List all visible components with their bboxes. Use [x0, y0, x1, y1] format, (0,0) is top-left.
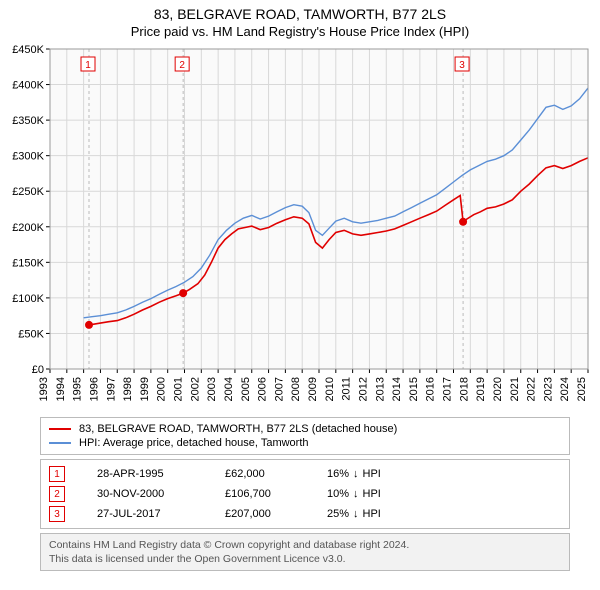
marker-hpi-pct: 25%	[327, 508, 349, 520]
legend-label: HPI: Average price, detached house, Tamw…	[79, 437, 309, 449]
xtick-label: 2001	[173, 377, 185, 401]
sale-point-dot	[179, 289, 187, 297]
xtick-label: 2015	[408, 377, 420, 401]
xtick-label: 2014	[391, 377, 403, 401]
arrow-down-icon: ↓	[353, 488, 359, 500]
ytick-label: £250K	[12, 186, 44, 198]
legend-swatch	[49, 442, 71, 444]
marker-hpi: 16% ↓ HPI	[327, 468, 381, 480]
ytick-label: £150K	[12, 257, 44, 269]
markers-box: 1 28-APR-1995 £62,000 16% ↓ HPI 2 30-NOV-2000 £1…	[40, 459, 570, 529]
footer-box: Contains HM Land Registry data © Crown c…	[40, 533, 570, 571]
chart-svg: £0 £50K £100K £150K £200K £250K £300K £350K £400…	[0, 41, 600, 411]
marker-price: £106,700	[225, 488, 295, 500]
legend-row: 83, BELGRAVE ROAD, TAMWORTH, B77 2LS (de…	[49, 422, 561, 436]
xtick-label: 2023	[542, 377, 554, 401]
marker-date: 30-NOV-2000	[97, 488, 193, 500]
marker-hpi-pct: 10%	[327, 488, 349, 500]
marker-row: 2 30-NOV-2000 £106,700 10% ↓ HPI	[49, 484, 561, 504]
xtick-label: 1994	[55, 377, 67, 401]
legend-label: 83, BELGRAVE ROAD, TAMWORTH, B77 2LS (de…	[79, 423, 397, 435]
marker-hpi-label: HPI	[363, 508, 381, 520]
chart-title-subtitle: Price paid vs. HM Land Registry's House …	[10, 24, 590, 39]
xtick-label: 2024	[559, 377, 571, 401]
sale-marker-number: 1	[85, 60, 91, 71]
xtick-label: 2004	[223, 377, 235, 401]
xtick-label: 1993	[38, 377, 50, 401]
xtick-label: 2000	[156, 377, 168, 401]
ytick-label: £300K	[12, 151, 44, 163]
xtick-label: 2020	[492, 377, 504, 401]
legend-row: HPI: Average price, detached house, Tamw…	[49, 436, 561, 450]
xtick-label: 2003	[206, 377, 218, 401]
marker-date: 28-APR-1995	[97, 468, 193, 480]
chart-container: 83, BELGRAVE ROAD, TAMWORTH, B77 2LS Pri…	[0, 0, 600, 571]
arrow-down-icon: ↓	[353, 468, 359, 480]
xtick-label: 2002	[189, 377, 201, 401]
xtick-label: 2019	[475, 377, 487, 401]
legend-swatch	[49, 428, 71, 430]
sale-point-dot	[459, 218, 467, 226]
xtick-label: 2018	[458, 377, 470, 401]
footer-line-2: This data is licensed under the Open Gov…	[49, 552, 561, 566]
marker-hpi-pct: 16%	[327, 468, 349, 480]
marker-hpi-label: HPI	[363, 488, 381, 500]
marker-hpi: 25% ↓ HPI	[327, 508, 381, 520]
xtick-label: 1998	[122, 377, 134, 401]
ytick-label: £100K	[12, 293, 44, 305]
marker-number-badge: 3	[49, 506, 65, 522]
marker-number-badge: 1	[49, 466, 65, 482]
marker-date: 27-JUL-2017	[97, 508, 193, 520]
ytick-label: £0	[32, 364, 44, 376]
sale-marker-number: 3	[459, 60, 465, 71]
chart-title-address: 83, BELGRAVE ROAD, TAMWORTH, B77 2LS	[10, 6, 590, 22]
ytick-label: £200K	[12, 222, 44, 234]
marker-row: 3 27-JUL-2017 £207,000 25% ↓ HPI	[49, 504, 561, 524]
xtick-label: 1997	[105, 377, 117, 401]
xtick-label: 2017	[442, 377, 454, 401]
marker-price: £62,000	[225, 468, 295, 480]
marker-row: 1 28-APR-1995 £62,000 16% ↓ HPI	[49, 464, 561, 484]
arrow-down-icon: ↓	[353, 508, 359, 520]
xtick-label: 2012	[357, 377, 369, 401]
marker-price: £207,000	[225, 508, 295, 520]
xtick-label: 2007	[273, 377, 285, 401]
xtick-label: 2006	[257, 377, 269, 401]
xtick-label: 2010	[324, 377, 336, 401]
xtick-label: 2009	[307, 377, 319, 401]
xtick-label: 2022	[526, 377, 538, 401]
xtick-label: 1999	[139, 377, 151, 401]
xtick-label: 2025	[576, 377, 588, 401]
xtick-label: 2005	[240, 377, 252, 401]
ytick-label: £450K	[12, 44, 44, 56]
legend-box: 83, BELGRAVE ROAD, TAMWORTH, B77 2LS (de…	[40, 417, 570, 455]
ytick-label: £350K	[12, 115, 44, 127]
marker-hpi-label: HPI	[363, 468, 381, 480]
marker-number-badge: 2	[49, 486, 65, 502]
xtick-label: 2008	[290, 377, 302, 401]
xtick-label: 2021	[509, 377, 521, 401]
chart-titles: 83, BELGRAVE ROAD, TAMWORTH, B77 2LS Pri…	[0, 0, 600, 41]
xtick-label: 2016	[425, 377, 437, 401]
xtick-label: 1995	[72, 377, 84, 401]
sale-marker-number: 2	[179, 60, 185, 71]
xtick-label: 1996	[88, 377, 100, 401]
ytick-label: £400K	[12, 80, 44, 92]
xtick-label: 2013	[374, 377, 386, 401]
xtick-label: 2011	[341, 377, 353, 401]
footer-line-1: Contains HM Land Registry data © Crown c…	[49, 538, 561, 552]
ytick-label: £50K	[18, 328, 44, 340]
sale-point-dot	[85, 321, 93, 329]
marker-hpi: 10% ↓ HPI	[327, 488, 381, 500]
